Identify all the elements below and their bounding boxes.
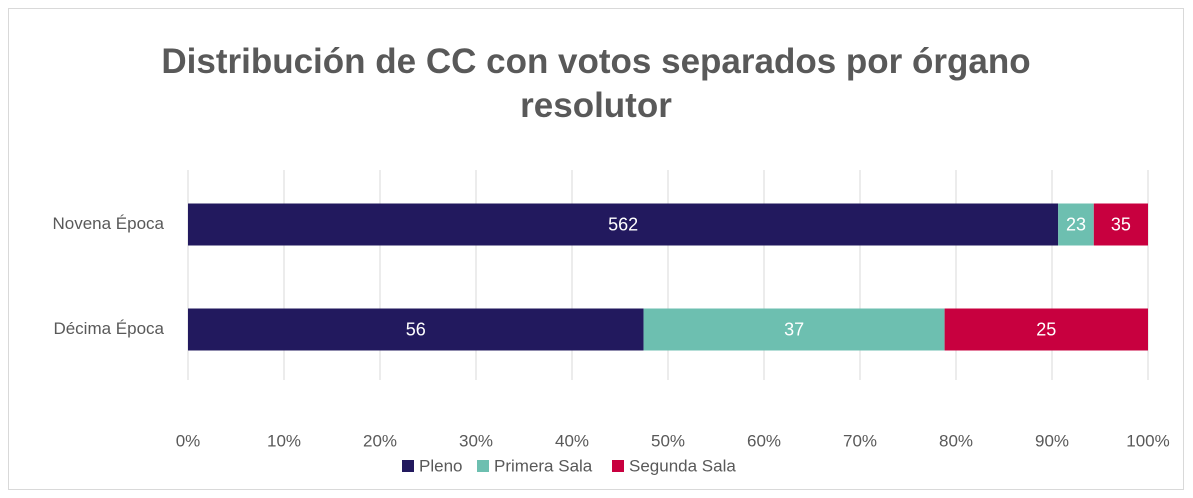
legend-label: Primera Sala <box>494 456 593 475</box>
data-label: 25 <box>1036 319 1056 339</box>
y-tick-label: Novena Época <box>52 214 164 233</box>
legend-label: Segunda Sala <box>629 456 736 475</box>
data-label: 37 <box>784 319 804 339</box>
bar-segment <box>1058 203 1094 246</box>
x-tick-label: 50% <box>651 431 685 450</box>
x-tick-label: 70% <box>843 431 877 450</box>
x-tick-label: 60% <box>747 431 781 450</box>
chart-title: Distribución de CC con votos separados p… <box>161 42 1031 125</box>
x-tick-label: 0% <box>176 431 201 450</box>
bar-segment <box>1093 203 1148 246</box>
legend-swatch <box>477 460 489 472</box>
bar-segment <box>643 308 945 351</box>
data-label: 35 <box>1111 214 1131 234</box>
data-label: 23 <box>1066 214 1086 234</box>
legend-label: Pleno <box>419 456 462 475</box>
data-label: 56 <box>406 319 426 339</box>
x-tick-label: 30% <box>459 431 493 450</box>
x-tick-label: 10% <box>267 431 301 450</box>
bar-segment <box>188 308 644 351</box>
x-tick-label: 20% <box>363 431 397 450</box>
legend-swatch <box>402 460 414 472</box>
bar-segment <box>944 308 1148 351</box>
x-tick-label: 80% <box>939 431 973 450</box>
data-label: 562 <box>608 214 638 234</box>
chart-frame <box>8 8 1184 490</box>
x-tick-label: 40% <box>555 431 589 450</box>
x-tick-label: 100% <box>1126 431 1169 450</box>
bar-segment <box>188 203 1059 246</box>
y-tick-label: Décima Época <box>53 319 164 338</box>
x-tick-label: 90% <box>1035 431 1069 450</box>
legend-swatch <box>612 460 624 472</box>
